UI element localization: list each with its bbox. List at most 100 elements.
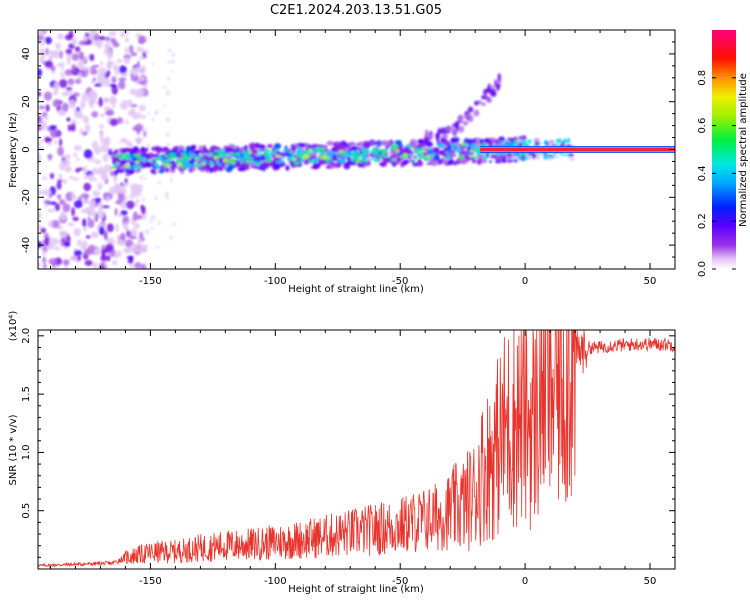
spectrogram-blob: [248, 142, 257, 149]
spectrogram-blob: [326, 140, 335, 146]
spectrogram-blob: [296, 147, 300, 151]
spectrogram-blob: [111, 76, 117, 84]
spectrogram-blob: [68, 30, 74, 39]
spectrogram-blob: [114, 149, 120, 153]
spectrogram-blob: [190, 153, 197, 158]
spectrogram-blob: [426, 147, 433, 150]
spectrogram-blob: [178, 161, 182, 167]
spectrogram-blob: [143, 84, 148, 89]
spectrogram-blob: [100, 113, 105, 118]
spectrogram-blob: [124, 47, 129, 54]
spectrogram-blob: [201, 159, 207, 164]
spectrogram-blob: [58, 173, 63, 181]
spectrogram-blob: [154, 157, 161, 161]
spectrogram-blob: [99, 36, 106, 41]
spectrogram-blob: [536, 155, 540, 161]
spectrogram-blob: [138, 80, 147, 85]
spectrogram-blob: [134, 201, 138, 207]
spectrogram-blob: [424, 136, 429, 144]
spectrogram-blob: [171, 53, 176, 57]
spectrogram-blob: [62, 179, 68, 185]
spectrogram-blob: [43, 200, 52, 204]
spectrogram-blob: [135, 167, 140, 174]
spectrogram-blob: [103, 192, 107, 201]
spectrogram-blob: [451, 143, 456, 146]
spectrogram-blob: [429, 155, 433, 160]
spectrogram-blob: [438, 143, 444, 148]
spectrogram-blob: [228, 158, 235, 163]
spectrogram-blob: [156, 181, 162, 184]
spectrogram-blob: [361, 156, 368, 160]
spectrogram-blob: [164, 167, 170, 173]
spectrogram-blob: [481, 142, 488, 146]
spectrogram-blob: [463, 115, 468, 119]
spectrogram-blob: [113, 174, 118, 183]
spectrogram-blob: [98, 226, 105, 236]
spectrogram-blob: [115, 250, 122, 258]
spectrogram-blob: [90, 231, 99, 239]
spectrogram-blob: [242, 156, 247, 159]
spectrogram-blob: [54, 203, 61, 212]
spectrogram-blob: [71, 53, 79, 61]
spectrogram-blob: [259, 148, 262, 154]
spectrogram-blob: [241, 150, 248, 156]
spectrogram-blob: [71, 37, 78, 46]
spectrogram-blob: [53, 81, 60, 92]
spectrogram-blob: [409, 146, 414, 149]
spectrogram-blob: [508, 141, 514, 145]
spectrogram-blob: [137, 40, 145, 44]
spectrogram-blob: [240, 165, 245, 172]
spectrogram-blob: [311, 148, 318, 152]
spectrogram-blob: [138, 104, 146, 112]
spectrogram-blob: [468, 154, 476, 157]
spectrogram-blob: [380, 151, 385, 156]
spectrogram-blob: [89, 53, 95, 62]
spectrogram-blob: [527, 139, 532, 144]
spectrogram-blob: [458, 154, 463, 158]
spectrogram-blob: [385, 140, 391, 146]
spectrogram-blob: [77, 59, 84, 68]
spectrogram-blob: [75, 168, 81, 173]
spectrogram-blob: [118, 65, 127, 74]
spectrogram-blob: [196, 157, 200, 162]
spectrogram-blob: [115, 223, 119, 233]
spectrogram-blob: [119, 103, 126, 109]
spectrogram-blob: [424, 129, 429, 135]
spectrogram-blob: [98, 166, 104, 173]
spectrogram-blob: [94, 159, 102, 165]
spectrogram-blob: [163, 154, 170, 158]
spectrogram-blob: [511, 155, 518, 160]
spectrogram-blob: [124, 164, 131, 168]
spectrogram-blob: [155, 165, 161, 169]
spectrogram-blob: [186, 156, 191, 161]
spectrogram-blob: [470, 156, 475, 160]
spectrogram-blob: [136, 127, 140, 135]
spectrogram-blob: [334, 152, 341, 155]
spectrogram-blob: [38, 146, 44, 151]
spectrogram-blob: [64, 69, 74, 76]
spectrogram-blob: [57, 110, 67, 116]
spectrogram-blob: [496, 84, 500, 91]
steady-signal-band-core: [480, 148, 675, 151]
colorbar-ticks: 0.0 0.2 0.4 0.6 0.8: [697, 70, 736, 277]
spectrogram-blob: [65, 87, 73, 91]
spectrogram-blob: [455, 148, 461, 153]
colorbar-tick-label: 0.8: [697, 70, 708, 86]
spectrogram-blob: [325, 164, 331, 170]
spectrogram-blob: [544, 140, 548, 144]
spectrogram-blob: [283, 149, 288, 153]
spectrogram-blob: [94, 197, 102, 204]
spectrogram-blob: [566, 140, 571, 144]
spectrogram-xtick-label: -100: [264, 276, 287, 287]
spectrogram-blob: [133, 222, 140, 230]
spectrogram-blob: [265, 149, 271, 153]
spectrogram-blob: [44, 60, 54, 68]
spectrogram-blob: [423, 152, 428, 156]
spectrogram-blob: [358, 159, 363, 163]
spectrogram-blob: [73, 144, 82, 152]
spectrogram-blob: [356, 157, 360, 161]
spectrogram-blob: [333, 143, 337, 147]
colorbar-tick-label: 0.4: [697, 165, 708, 181]
spectrogram-blob: [65, 48, 73, 55]
spectrogram-blob: [290, 155, 295, 159]
